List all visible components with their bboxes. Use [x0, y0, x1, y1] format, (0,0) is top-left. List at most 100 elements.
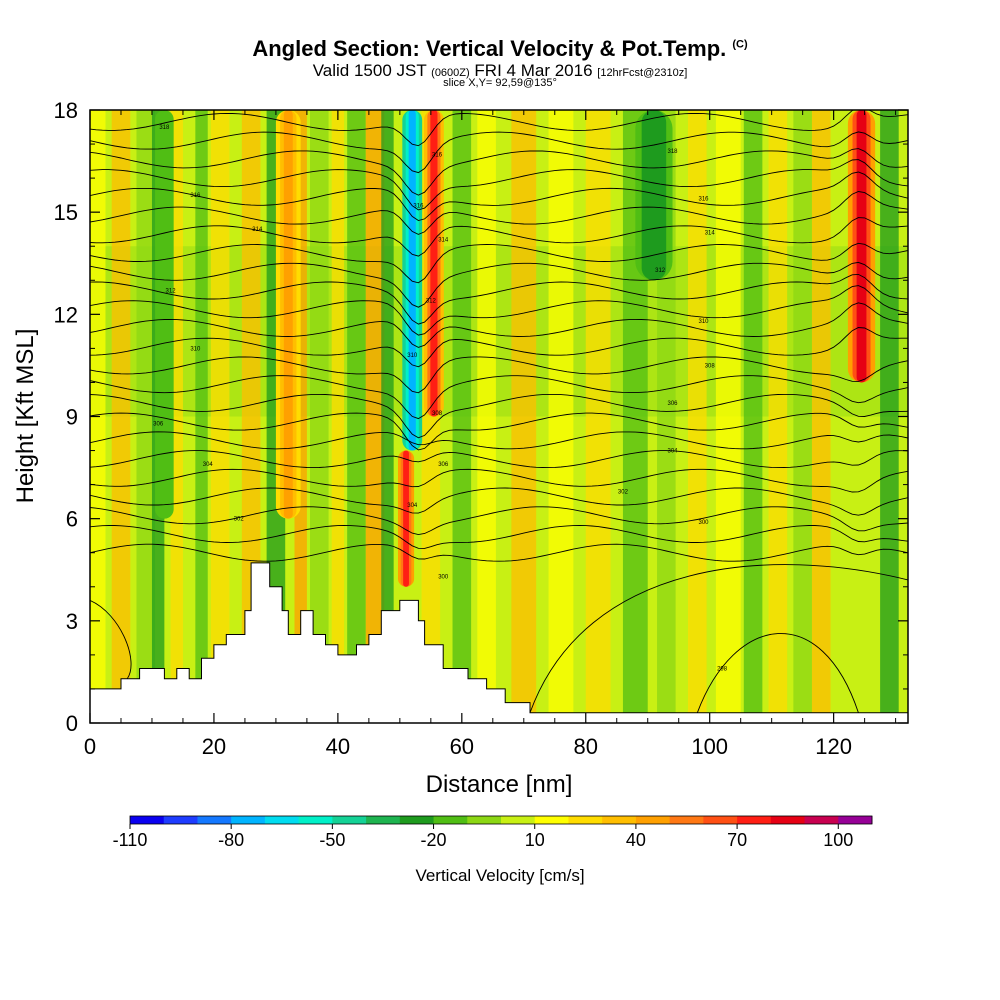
velocity-column [331, 110, 345, 723]
valid-date: FRI 4 Mar 2016 [474, 61, 593, 80]
theta-contour-label: 300 [698, 520, 709, 526]
theta-contour-label: 304 [668, 449, 679, 455]
theta-contour [90, 148, 908, 196]
theta-contour [90, 302, 908, 348]
colorbar-swatch [838, 816, 873, 824]
theta-contour-label: 316 [413, 203, 424, 209]
velocity-column [111, 110, 131, 723]
colorbar-swatch [433, 816, 468, 824]
velocity-column [585, 110, 611, 723]
y-tick-label: 0 [66, 711, 78, 736]
colorbar-swatch [635, 816, 671, 824]
x-axis-label: Distance [nm] [426, 771, 573, 798]
velocity-column [880, 110, 899, 723]
velocity-column [715, 110, 741, 723]
y-axis-label: Height [Kft MSL] [12, 329, 39, 504]
colorbar-swatch [602, 816, 637, 824]
colorbar-swatch [231, 816, 266, 824]
theta-contour [90, 285, 908, 336]
theta-contour-label: 312 [166, 288, 177, 294]
y-tick-label: 6 [66, 507, 78, 532]
velocity-core [856, 110, 867, 383]
axes: 0 20 40 60 80 100 120 0 3 6 9 12 15 18 [54, 98, 908, 759]
y-tick-label: 18 [54, 98, 78, 123]
theta-contour [90, 375, 908, 420]
velocity-column [195, 110, 208, 723]
velocity-core [408, 110, 416, 451]
theta-contour [696, 633, 859, 713]
colorbar-tick-label: 40 [626, 830, 646, 850]
velocity-column [811, 110, 831, 723]
valid-utc: (0600Z) [431, 67, 470, 79]
vertical-velocity-field [90, 110, 908, 723]
velocity-column [477, 110, 496, 723]
velocity-column [793, 110, 812, 723]
theta-contour-labels: 318 316 314 312 310 306 304 302 316 316 314 312 310 3… [153, 125, 728, 672]
velocity-column [511, 110, 537, 723]
velocity-core [283, 110, 293, 519]
velocity-column [365, 110, 385, 723]
x-tick-label: 40 [326, 734, 350, 759]
theta-contour-label: 310 [190, 346, 201, 352]
terrain-profile [90, 562, 908, 723]
copyright-mark: (C) [732, 38, 748, 51]
terrain-mask [90, 562, 908, 723]
theta-contour [90, 242, 908, 284]
theta-contour-label: 304 [203, 462, 214, 468]
slice-info: slice X,Y= 92,59@135° [443, 77, 557, 89]
theta-contour [90, 487, 908, 516]
theta-contour-label: 302 [234, 517, 245, 523]
x-tick-label: 60 [450, 734, 474, 759]
theta-contour [90, 171, 908, 221]
colorbar-swatch [298, 816, 333, 824]
velocity-column [136, 110, 156, 723]
colorbar-tick-label: -50 [319, 830, 345, 850]
theta-contour-label: 316 [432, 152, 443, 158]
colorbar-tick-label: -20 [421, 830, 447, 850]
colorbar-swatch [366, 816, 401, 824]
theta-contour-label: 306 [153, 421, 164, 427]
theta-contour [90, 412, 908, 451]
theta-contour-label: 310 [698, 319, 709, 325]
theta-contour-label: 308 [432, 411, 443, 417]
x-tick-label: 120 [815, 734, 852, 759]
y-tick-label: 12 [54, 302, 78, 327]
theta-contour-label: 316 [698, 197, 709, 203]
forecast-info: [12hrFcst@2310z] [597, 67, 688, 79]
theta-contour-label: 318 [159, 125, 170, 131]
theta-contour [90, 506, 908, 536]
colorbar-tick-label: 70 [727, 830, 747, 850]
colorbar-swatch [130, 816, 165, 824]
theta-contour-label: 306 [668, 401, 679, 407]
theta-contour [90, 525, 908, 549]
velocity-column [768, 110, 788, 723]
velocity-core [161, 110, 168, 519]
theta-contour-label: 314 [705, 231, 716, 237]
y-tick-label: 9 [66, 405, 78, 430]
colorbar-swatch [332, 816, 367, 824]
theta-contour-label: 304 [407, 503, 418, 509]
theta-contour [90, 261, 908, 308]
theta-contour-label: 302 [618, 489, 629, 495]
theta-contour [90, 131, 908, 174]
colorbar-label: Vertical Velocity [cm/s] [415, 866, 584, 885]
theta-contour [90, 468, 908, 493]
theta-contour [90, 191, 908, 235]
theta-contour [90, 431, 908, 450]
theta-contour-label: 300 [438, 575, 449, 581]
colorbar-swatch [467, 816, 502, 824]
velocity-column [347, 110, 366, 723]
theta-contour [90, 159, 908, 211]
valid-time-line: Valid 1500 JST (0600Z) FRI 4 Mar 2016 [1… [0, 61, 1000, 81]
theta-contour-label: 314 [252, 227, 263, 233]
theta-contour [90, 110, 908, 147]
colorbar-swatch [804, 816, 839, 824]
colorbar-swatch [534, 816, 569, 824]
theta-contour [90, 450, 908, 469]
theta-contour [90, 356, 908, 394]
theta-contour [529, 564, 908, 713]
chart-title: Angled Section: Vertical Velocity & Pot.… [0, 36, 1000, 62]
theta-contour-label: 306 [438, 462, 449, 468]
colorbar-swatch [703, 816, 738, 824]
